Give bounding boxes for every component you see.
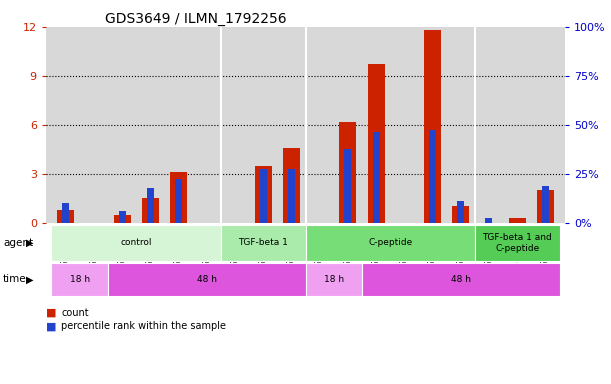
Text: percentile rank within the sample: percentile rank within the sample bbox=[61, 321, 226, 331]
Bar bbox=[119, 211, 126, 223]
Text: GDS3649 / ILMN_1792256: GDS3649 / ILMN_1792256 bbox=[104, 12, 287, 25]
Bar bbox=[345, 149, 351, 223]
Bar bbox=[373, 132, 379, 223]
Bar bbox=[283, 148, 300, 223]
Text: ■: ■ bbox=[46, 308, 56, 318]
Text: time: time bbox=[3, 274, 27, 285]
Text: control: control bbox=[120, 238, 152, 247]
Text: 48 h: 48 h bbox=[451, 275, 470, 284]
Bar bbox=[339, 121, 356, 223]
Bar bbox=[62, 203, 69, 223]
Text: 48 h: 48 h bbox=[197, 275, 217, 284]
Bar bbox=[368, 65, 384, 223]
Bar bbox=[429, 130, 436, 223]
Bar bbox=[260, 169, 266, 223]
Text: ■: ■ bbox=[46, 321, 56, 331]
Bar bbox=[147, 189, 154, 223]
Bar bbox=[288, 169, 295, 223]
Bar bbox=[57, 210, 74, 223]
Bar bbox=[542, 187, 549, 223]
Bar bbox=[452, 207, 469, 223]
Bar bbox=[509, 218, 525, 223]
Text: ▶: ▶ bbox=[26, 238, 33, 248]
Bar bbox=[537, 190, 554, 223]
Bar bbox=[255, 166, 272, 223]
Text: agent: agent bbox=[3, 238, 33, 248]
Text: TGF-beta 1 and
C-peptide: TGF-beta 1 and C-peptide bbox=[482, 233, 552, 253]
Text: 18 h: 18 h bbox=[70, 275, 90, 284]
Bar bbox=[175, 179, 182, 223]
Text: TGF-beta 1: TGF-beta 1 bbox=[238, 238, 288, 247]
Bar bbox=[424, 30, 441, 223]
Bar bbox=[114, 215, 131, 223]
Text: C-peptide: C-peptide bbox=[368, 238, 412, 247]
Bar bbox=[457, 201, 464, 223]
Text: count: count bbox=[61, 308, 89, 318]
Bar bbox=[142, 198, 159, 223]
Text: 18 h: 18 h bbox=[324, 275, 344, 284]
Text: ▶: ▶ bbox=[26, 274, 33, 285]
Bar bbox=[170, 172, 187, 223]
Bar bbox=[485, 218, 492, 223]
